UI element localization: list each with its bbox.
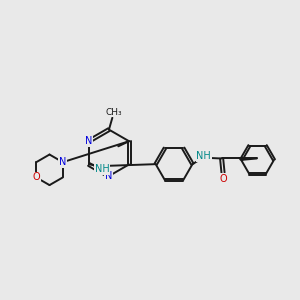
Text: NH: NH <box>95 164 110 174</box>
Text: N: N <box>59 157 66 167</box>
Text: N: N <box>105 171 112 181</box>
Text: NH: NH <box>196 151 211 161</box>
Text: O: O <box>219 174 227 184</box>
Text: CH₃: CH₃ <box>106 108 122 117</box>
Text: O: O <box>32 172 40 182</box>
Text: N: N <box>85 136 92 146</box>
